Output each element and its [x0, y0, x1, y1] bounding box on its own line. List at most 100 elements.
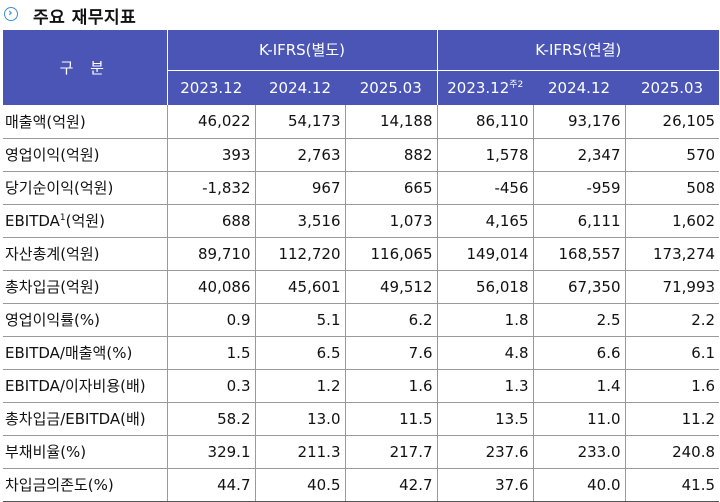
table-cell: 3,516 [254, 204, 345, 238]
table-cell: 56,018 [436, 270, 534, 304]
table-cell: -1,832 [166, 171, 255, 205]
table-cell: 237.6 [436, 435, 534, 469]
group-header-separate: K-IFRS(별도) [167, 30, 438, 71]
row-label: EBITDA/이자비용(배) [3, 369, 167, 403]
table-cell: 0.9 [166, 303, 255, 337]
table-row: 영업이익(억원) 393 2,763 882 1,578 2,347 570 [3, 138, 720, 172]
table-body: 매출액(억원) 46,022 54,173 14,188 86,110 93,176 26,… [3, 105, 720, 502]
table-cell: 1,073 [344, 204, 438, 238]
period-header: 2025.03 [345, 70, 438, 105]
table-cell: -959 [532, 171, 626, 205]
table-cell: 6.2 [344, 303, 438, 337]
row-label: 총차입금/EBITDA(배) [3, 402, 167, 436]
row-header-label: 구 분 [3, 30, 168, 105]
row-label: 영업이익(억원) [3, 138, 167, 172]
table-row: 매출액(억원) 46,022 54,173 14,188 86,110 93,176 26,… [3, 105, 720, 139]
table-cell: 6.5 [254, 336, 345, 370]
table-cell: 14,188 [344, 105, 438, 139]
table-cell: 4.8 [436, 336, 534, 370]
row-label: EBITDA/매출액(%) [3, 336, 167, 370]
table-cell: 1.4 [532, 369, 626, 403]
table-row: 총차입금/EBITDA(배) 58.2 13.0 11.5 13.5 11.0 11.2 [3, 402, 720, 436]
table-cell: 2,347 [532, 138, 626, 172]
table-cell: 11.2 [624, 402, 720, 436]
table-cell: 40.5 [254, 468, 345, 502]
table-cell: 168,557 [532, 237, 626, 271]
row-label: 당기순이익(억원) [3, 171, 167, 205]
table-cell: 6.6 [532, 336, 626, 370]
table-cell: 44.7 [166, 468, 255, 502]
table-cell: 211.3 [254, 435, 345, 469]
table-cell: 7.6 [344, 336, 438, 370]
group-header-consolidated: K-IFRS(연결) [437, 30, 720, 71]
table-cell: 1.2 [254, 369, 345, 403]
chevron-right-circle-icon: › [4, 6, 18, 21]
table-cell: 40,086 [166, 270, 255, 304]
section-title-bar: › 주요 재무지표 [0, 0, 720, 30]
table-row: 총차입금(억원) 40,086 45,601 49,512 56,018 67,350 71… [3, 270, 720, 304]
table-cell: 86,110 [436, 105, 534, 139]
table-cell: 13.5 [436, 402, 534, 436]
table-row: 당기순이익(억원) -1,832 967 665 -456 -959 508 [3, 171, 720, 205]
table-cell: 173,274 [624, 237, 720, 271]
table-cell: 58.2 [166, 402, 255, 436]
table-cell: 67,350 [532, 270, 626, 304]
table-cell: 967 [254, 171, 345, 205]
table-cell: 4,165 [436, 204, 534, 238]
footnote-marker: 주2 [509, 79, 524, 90]
section-title: 주요 재무지표 [33, 8, 137, 28]
row-label: 매출액(억원) [3, 105, 167, 139]
footnote-marker: 1 [59, 213, 66, 223]
period-header: 2025.03 [625, 70, 720, 105]
table-cell: 42.7 [344, 468, 438, 502]
table-cell: 1.3 [436, 369, 534, 403]
table-cell: 46,022 [166, 105, 255, 139]
table-cell: 1.6 [344, 369, 438, 403]
row-label: EBITDA1(억원) [3, 204, 167, 238]
table-row: 부채비율(%) 329.1 211.3 217.7 237.6 233.0 240.8 [3, 435, 720, 469]
table-cell: 2.2 [624, 303, 720, 337]
table-cell: 5.1 [254, 303, 345, 337]
row-label: 차입금의존도(%) [3, 468, 167, 502]
table-cell: 45,601 [254, 270, 345, 304]
table-row: 자산총계(억원) 89,710 112,720 116,065 149,014 168,5… [3, 237, 720, 271]
table-cell: 40.0 [532, 468, 626, 502]
table-cell: 688 [166, 204, 255, 238]
financial-indicators-table: 구 분 K-IFRS(별도) K-IFRS(연결) 2023.12 2024.1… [3, 30, 720, 502]
table-cell: 2.5 [532, 303, 626, 337]
table-cell: 882 [344, 138, 438, 172]
table-row: 차입금의존도(%) 44.7 40.5 42.7 37.6 40.0 41.5 [3, 468, 720, 502]
table-cell: 13.0 [254, 402, 345, 436]
table-cell: 240.8 [624, 435, 720, 469]
table-cell: 54,173 [254, 105, 345, 139]
table-cell: 49,512 [344, 270, 438, 304]
table-cell: 233.0 [532, 435, 626, 469]
table-cell: 2,763 [254, 138, 345, 172]
table-cell: 149,014 [436, 237, 534, 271]
table-cell: 1,578 [436, 138, 534, 172]
table-cell: 11.0 [532, 402, 626, 436]
table-row: EBITDA/매출액(%) 1.5 6.5 7.6 4.8 6.6 6.1 [3, 336, 720, 370]
table-cell: 508 [624, 171, 720, 205]
table-cell: 1,602 [624, 204, 720, 238]
table-cell: 0.3 [166, 369, 255, 403]
table-cell: 116,065 [344, 237, 438, 271]
period-header: 2023.12 [167, 70, 255, 105]
table-cell: 393 [166, 138, 255, 172]
period-header: 2024.12 [533, 70, 626, 105]
row-label: 자산총계(억원) [3, 237, 167, 271]
table-cell: 11.5 [344, 402, 438, 436]
table-cell: 329.1 [166, 435, 255, 469]
table-cell: 570 [624, 138, 720, 172]
period-header: 2024.12 [255, 70, 345, 105]
table-cell: 93,176 [532, 105, 626, 139]
table-cell: -456 [436, 171, 534, 205]
table-cell: 1.5 [166, 336, 255, 370]
row-label: 총차입금(억원) [3, 270, 167, 304]
table-row: 영업이익률(%) 0.9 5.1 6.2 1.8 2.5 2.2 [3, 303, 720, 337]
table-row: EBITDA1(억원) 688 3,516 1,073 4,165 6,111 1,602 [3, 204, 720, 238]
table-cell: 1.8 [436, 303, 534, 337]
table-row: EBITDA/이자비용(배) 0.3 1.2 1.6 1.3 1.4 1.6 [3, 369, 720, 403]
table-cell: 1.6 [624, 369, 720, 403]
table-cell: 37.6 [436, 468, 534, 502]
